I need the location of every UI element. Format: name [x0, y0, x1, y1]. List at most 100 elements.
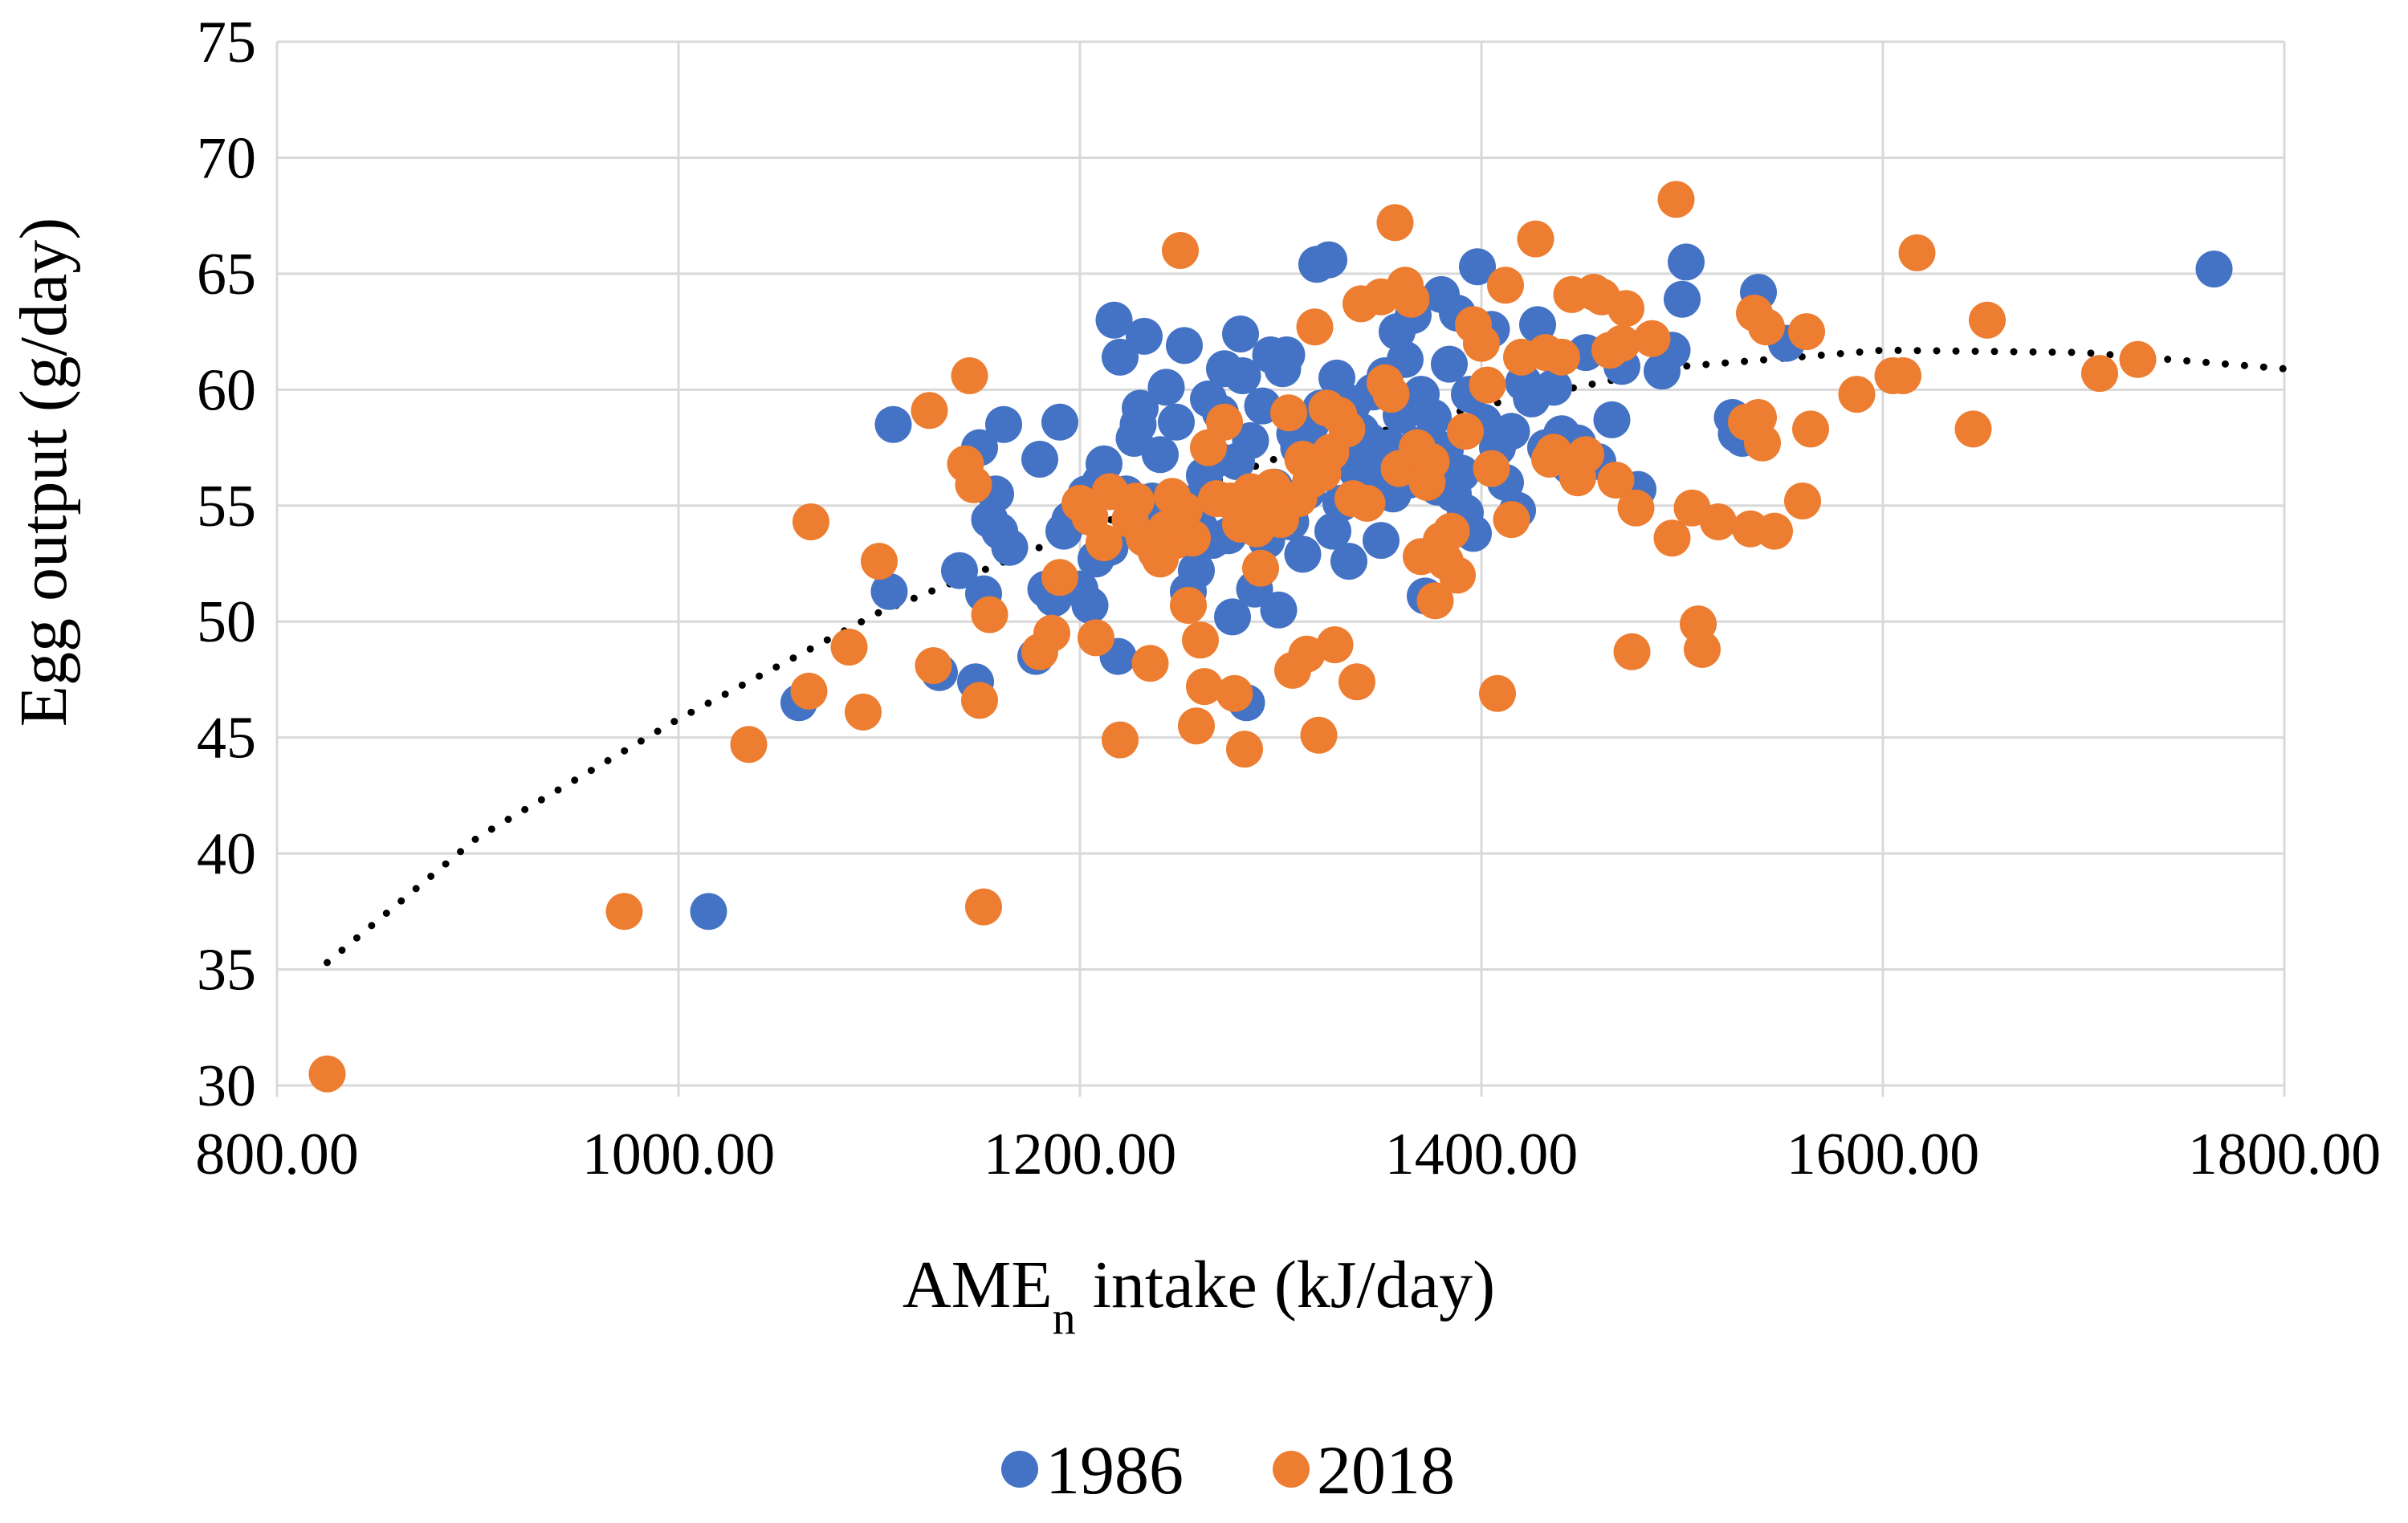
- legend: 1986 2018: [1001, 1431, 1455, 1509]
- data-point-2018: [1898, 234, 1936, 271]
- x-axis-title-subscript: n: [1053, 1292, 1076, 1344]
- data-point-2018: [1684, 630, 1721, 668]
- data-point-2018: [1086, 524, 1123, 561]
- data-point-1986: [1668, 243, 1705, 281]
- data-point-2018: [1700, 503, 1737, 540]
- data-point-2018: [1603, 324, 1640, 362]
- data-point-2018: [915, 647, 952, 685]
- data-point-2018: [1463, 324, 1500, 362]
- data-point-1986: [1493, 413, 1530, 450]
- data-point-2018: [1493, 501, 1530, 539]
- data-point-2018: [1657, 181, 1695, 218]
- data-point-2018: [1412, 442, 1450, 480]
- data-point-2018: [1792, 410, 1829, 448]
- data-point-2018: [605, 893, 643, 930]
- data-point-2018: [1439, 556, 1476, 594]
- x-axis-title-rest: intake (kJ/day): [1076, 1248, 1496, 1322]
- data-point-2018: [1432, 512, 1470, 550]
- data-point-2018: [1416, 582, 1454, 620]
- x-tick-label: 1800.00: [2188, 1122, 2382, 1187]
- data-point-1986: [1147, 369, 1185, 406]
- data-point-1986: [1071, 587, 1109, 624]
- data-point-2018: [1041, 559, 1078, 597]
- data-point-2018: [1102, 721, 1139, 759]
- data-point-2018: [1884, 357, 1921, 394]
- data-point-2018: [955, 466, 992, 503]
- data-point-2018: [1838, 376, 1876, 413]
- data-point-2018: [1487, 267, 1524, 304]
- data-point-1986: [1415, 399, 1452, 436]
- x-tick-label: 1400.00: [1385, 1122, 1579, 1187]
- data-point-2018: [1469, 366, 1506, 404]
- data-point-2018: [1316, 626, 1354, 664]
- data-point-2018: [1118, 483, 1155, 519]
- data-point-2018: [1784, 483, 1821, 519]
- y-tick-label: 75: [197, 10, 256, 75]
- data-point-1986: [1363, 522, 1400, 560]
- y-tick-label: 35: [197, 938, 256, 1004]
- data-point-2018: [1186, 668, 1223, 706]
- data-point-1986: [1158, 403, 1195, 441]
- data-point-2018: [1756, 512, 1793, 550]
- data-point-2018: [951, 357, 988, 394]
- data-point-2018: [1535, 434, 1572, 471]
- x-tick-label: 1200.00: [984, 1122, 1177, 1187]
- data-point-1986: [985, 405, 1022, 443]
- data-point-1986: [1314, 512, 1351, 550]
- data-point-2018: [1338, 663, 1375, 701]
- gridlines: [275, 40, 2286, 1087]
- data-point-1986: [1214, 598, 1251, 636]
- data-point-2018: [1633, 320, 1671, 357]
- y-tick-label: 60: [197, 357, 256, 423]
- x-axis-title-main: AME: [902, 1248, 1053, 1322]
- data-point-1986: [1664, 280, 1701, 318]
- legend-label-1986: 1986: [1045, 1431, 1184, 1509]
- data-point-2018: [730, 726, 768, 764]
- data-point-2018: [1216, 674, 1253, 712]
- data-point-1986: [1330, 543, 1367, 580]
- data-point-1986: [1021, 441, 1058, 478]
- data-point-2018: [1372, 376, 1410, 413]
- data-point-1986: [1284, 535, 1322, 573]
- y-axis-title: Egg output (g/day): [6, 218, 81, 727]
- data-point-2018: [1033, 614, 1070, 652]
- data-point-2018: [1078, 619, 1114, 657]
- data-point-1986: [1222, 316, 1259, 352]
- data-point-1986: [1166, 327, 1203, 364]
- data-point-2018: [1162, 232, 1199, 269]
- y-tick-label: 30: [197, 1053, 256, 1119]
- data-point-2018: [845, 693, 882, 731]
- data-point-2018: [911, 392, 948, 430]
- y-tick-label: 45: [197, 706, 256, 772]
- data-point-1986: [1086, 445, 1123, 483]
- data-point-1986: [1593, 401, 1631, 438]
- data-point-2018: [1607, 290, 1644, 328]
- data-point-2018: [1597, 462, 1635, 499]
- data-point-2018: [1242, 549, 1279, 587]
- data-point-2018: [1348, 484, 1386, 522]
- data-point-2018: [1617, 489, 1655, 527]
- legend-marker-1986: [1001, 1451, 1038, 1488]
- data-point-2018: [1166, 491, 1203, 529]
- data-point-2018: [1392, 280, 1430, 318]
- y-tick-label: 65: [197, 242, 256, 307]
- data-point-1986: [874, 405, 912, 443]
- data-point-2018: [792, 503, 829, 540]
- x-tick-label: 1600.00: [1787, 1122, 1980, 1187]
- y-tick-label: 40: [197, 821, 256, 887]
- data-point-2018: [971, 596, 1008, 633]
- data-point-1986: [690, 893, 727, 930]
- data-point-2018: [830, 629, 868, 666]
- data-point-1986: [1443, 454, 1480, 492]
- data-point-1986: [1122, 389, 1159, 427]
- data-point-1986: [1142, 436, 1179, 474]
- data-point-1986: [1310, 241, 1347, 279]
- data-point-2018: [1270, 394, 1307, 432]
- data-point-2018: [1969, 301, 2006, 339]
- data-point-2018: [1567, 436, 1604, 474]
- series-2018: [308, 181, 2157, 1093]
- data-point-1986: [941, 552, 978, 589]
- data-point-2018: [1517, 220, 1554, 258]
